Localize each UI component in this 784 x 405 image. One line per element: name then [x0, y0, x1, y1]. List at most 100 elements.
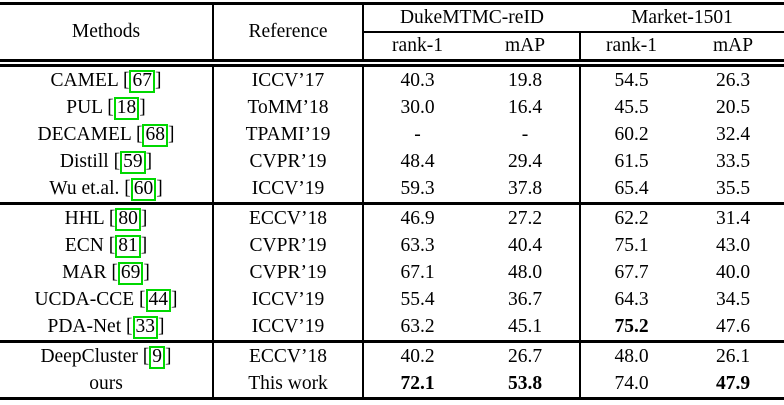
duke-rank1-cell: - — [414, 124, 421, 145]
method-cell: MAR [69] — [0, 259, 214, 286]
reference-cell: CVPR’19 — [213, 148, 364, 175]
market-map-cell: 35.5 — [715, 178, 751, 199]
duke-rank1-cell: 63.3 — [400, 235, 435, 256]
method-cell: DECAMEL [68] — [0, 121, 214, 148]
citation-link[interactable]: 60 — [130, 178, 157, 201]
duke-map-cell: 45.1 — [471, 313, 581, 342]
method-name: CAMEL — [50, 70, 119, 91]
reference-cell: ToMM’18 — [213, 94, 364, 121]
market-map-cell: 26.1 — [682, 340, 784, 370]
citation-link[interactable]: 80 — [115, 208, 141, 231]
citation-link[interactable]: 18 — [113, 97, 140, 120]
duke-rank1-cell: 40.2 — [363, 340, 471, 370]
market-map-cell: 47.9 — [715, 373, 751, 394]
market-rank1-cell: 60.2 — [614, 124, 649, 145]
duke-map-cell: 29.4 — [471, 148, 581, 175]
table-row: PUL [18] ToMM’18 30.0 16.4 45.5 20.5 — [0, 94, 784, 121]
method-cell: PDA-Net [33] — [0, 313, 214, 342]
market-map-cell: 32.4 — [715, 124, 751, 145]
table-row: DeepCluster [9] ECCV’18 40.2 26.7 48.0 26.1 — [0, 340, 784, 370]
table-row: ECN [81] CVPR’19 63.3 40.4 75.1 43.0 — [0, 232, 784, 259]
citation-link[interactable]: 68 — [142, 124, 168, 147]
method-name: ours — [89, 373, 123, 394]
market-rank1-cell: 75.1 — [614, 235, 649, 256]
table-row: Distill [59] CVPR’19 48.4 29.4 61.5 33.5 — [0, 148, 784, 175]
duke-map-cell: 26.7 — [471, 340, 581, 370]
method-cell: UCDA-CCE [44] — [0, 286, 214, 313]
method-name: PUL — [66, 97, 103, 118]
col-header-market: Market-1501 — [580, 3, 784, 33]
reference-cell: ICCV’19 — [213, 313, 364, 342]
market-rank1-cell: 75.2 — [614, 316, 649, 337]
market-rank1-cell: 67.7 — [614, 262, 649, 283]
method-cell: HHL [80] — [0, 202, 214, 232]
market-rank1-cell: 74.0 — [614, 373, 649, 394]
method-name: Wu et.al. — [49, 178, 120, 199]
col-header-reference: Reference — [213, 3, 364, 67]
market-rank1-cell: 61.5 — [614, 151, 649, 172]
method-name: HHL — [64, 208, 104, 229]
market-map-cell: 43.0 — [715, 235, 751, 256]
method-cell: DeepCluster [9] — [0, 340, 214, 370]
duke-map-cell: 27.2 — [471, 202, 581, 232]
method-cell: Distill [59] — [0, 148, 214, 175]
method-cell: ECN [81] — [0, 232, 214, 259]
duke-map-cell: 48.0 — [471, 259, 581, 286]
table-row: Wu et.al. [60] ICCV’19 59.3 37.8 65.4 35.5 — [0, 175, 784, 204]
col-header-duke: DukeMTMC-reID — [363, 3, 580, 33]
method-cell: PUL [18] — [0, 94, 214, 121]
duke-map-cell: 16.4 — [471, 94, 581, 121]
table-row: HHL [80] ECCV’18 46.9 27.2 62.2 31.4 — [0, 202, 784, 232]
reference-cell: TPAMI’19 — [213, 121, 364, 148]
method-name: Distill — [59, 151, 109, 172]
method-name: DeepCluster — [40, 346, 138, 367]
table-row: PDA-Net [33] ICCV’19 63.2 45.1 75.2 47.6 — [0, 313, 784, 342]
citation-link[interactable]: 67 — [129, 70, 155, 93]
market-map-cell: 34.5 — [715, 289, 751, 310]
market-map-cell: 26.3 — [715, 70, 751, 91]
col-header-market-map: mAP — [682, 32, 784, 67]
method-name: DECAMEL — [37, 124, 132, 145]
duke-map-cell: 19.8 — [471, 63, 581, 94]
citation-link[interactable]: 81 — [115, 235, 141, 258]
market-rank1-cell: 45.5 — [614, 97, 649, 118]
table-row: MAR [69] CVPR’19 67.1 48.0 67.7 40.0 — [0, 259, 784, 286]
market-map-cell: 31.4 — [682, 202, 784, 232]
duke-rank1-cell: 46.9 — [363, 202, 471, 232]
market-map-cell: 40.0 — [715, 262, 751, 283]
method-name: MAR — [62, 262, 107, 283]
reference-cell: ICCV’19 — [213, 175, 364, 204]
market-rank1-cell: 62.2 — [580, 202, 682, 232]
market-rank1-cell: 64.3 — [614, 289, 649, 310]
citation-link[interactable]: 33 — [132, 316, 159, 339]
reference-cell: ECCV’18 — [213, 202, 364, 232]
method-cell: CAMEL [67] — [0, 63, 214, 94]
market-map-cell: 47.6 — [715, 316, 751, 337]
duke-rank1-cell: 63.2 — [400, 316, 435, 337]
citation-link[interactable]: 59 — [120, 151, 146, 174]
citation-link[interactable]: 69 — [117, 262, 144, 285]
table-row: CAMEL [67] ICCV’17 40.3 19.8 54.5 26.3 — [0, 63, 784, 94]
citation-link[interactable]: 44 — [145, 289, 172, 312]
market-rank1-cell: 54.5 — [614, 70, 649, 91]
table-row: ours This work 72.1 53.8 74.0 47.9 — [0, 370, 784, 399]
duke-rank1-cell: 67.1 — [400, 262, 435, 283]
citation-link[interactable]: 9 — [149, 346, 166, 369]
reference-cell: This work — [213, 370, 364, 399]
method-name: ECN — [64, 235, 104, 256]
method-cell: Wu et.al. [60] — [0, 175, 214, 204]
duke-map-cell: 37.8 — [471, 175, 581, 204]
duke-rank1-cell: 59.3 — [400, 178, 435, 199]
duke-rank1-cell: 40.3 — [400, 70, 435, 91]
market-map-cell: 33.5 — [715, 151, 751, 172]
col-header-duke-map: mAP — [471, 32, 581, 67]
market-map-cell: 20.5 — [715, 97, 751, 118]
duke-rank1-cell: 30.0 — [400, 97, 435, 118]
duke-map-cell: - — [471, 121, 581, 148]
duke-map-cell: 36.7 — [471, 286, 581, 313]
reference-cell: ICCV’19 — [213, 286, 364, 313]
duke-rank1-cell: 48.4 — [400, 151, 435, 172]
market-rank1-cell: 65.4 — [614, 178, 649, 199]
table-row: UCDA-CCE [44] ICCV’19 55.4 36.7 64.3 34.5 — [0, 286, 784, 313]
